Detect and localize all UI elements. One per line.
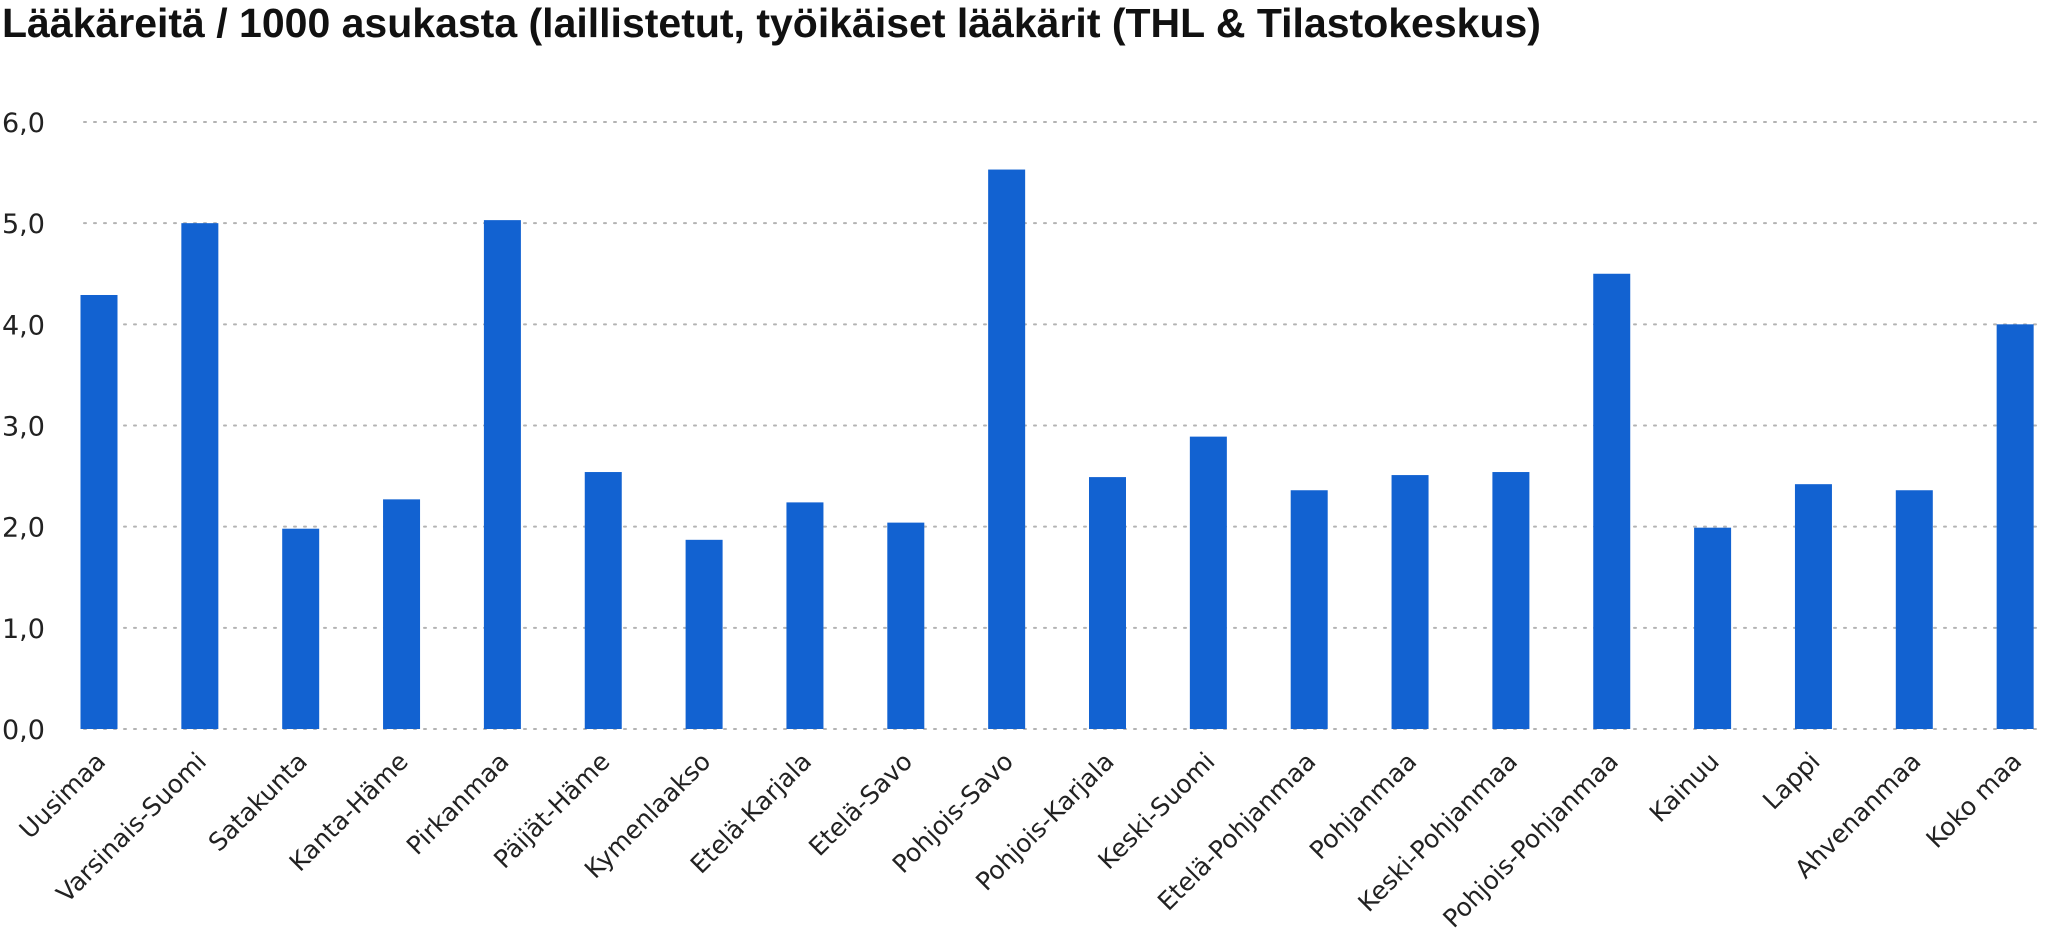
bar bbox=[584, 472, 622, 729]
bar bbox=[483, 220, 521, 730]
bar bbox=[1593, 273, 1631, 729]
bar bbox=[1089, 477, 1126, 729]
y-tick-label: 4,0 bbox=[2, 310, 45, 341]
bar bbox=[1189, 436, 1227, 729]
bar bbox=[1391, 475, 1429, 729]
x-axis-tick-labels: UusimaaVarsinais-SuomiSatakuntaKanta-Häm… bbox=[14, 747, 2028, 934]
x-tick-label: Uusimaa bbox=[14, 747, 112, 845]
bar bbox=[988, 169, 1026, 729]
y-tick-label: 6,0 bbox=[2, 108, 45, 139]
x-tick-label: Satakunta bbox=[203, 747, 313, 857]
x-tick-label: Lappi bbox=[1757, 747, 1826, 816]
bar bbox=[1492, 472, 1530, 729]
gridlines bbox=[83, 121, 2045, 730]
y-tick-label: 5,0 bbox=[2, 209, 45, 240]
bar bbox=[685, 539, 723, 729]
bar bbox=[1996, 324, 2034, 729]
x-tick-label: Pohjois-Pohjanmaa bbox=[1437, 747, 1624, 934]
bar bbox=[1694, 527, 1732, 729]
bar bbox=[181, 223, 219, 729]
bar bbox=[887, 522, 925, 729]
bar bbox=[1290, 490, 1328, 729]
y-tick-label: 2,0 bbox=[2, 513, 45, 544]
x-tick-label: Kainuu bbox=[1644, 747, 1725, 828]
chart-title: Lääkäreitä / 1000 asukasta (laillistetut… bbox=[2, 0, 1541, 46]
bars bbox=[80, 169, 2034, 730]
bar bbox=[80, 294, 118, 729]
y-tick-label: 3,0 bbox=[2, 412, 45, 443]
bar bbox=[1794, 484, 1832, 729]
bar bbox=[1895, 490, 1933, 729]
y-tick-label: 0,0 bbox=[2, 715, 45, 746]
y-axis-tick-labels: 0,0 1,0 2,0 3,0 4,0 5,0 6,0 bbox=[2, 108, 45, 746]
bar bbox=[786, 502, 824, 729]
x-tick-label: Koko maa bbox=[1920, 747, 2027, 854]
bar bbox=[383, 499, 421, 729]
y-tick-label: 1,0 bbox=[2, 614, 45, 645]
bar bbox=[282, 528, 320, 729]
